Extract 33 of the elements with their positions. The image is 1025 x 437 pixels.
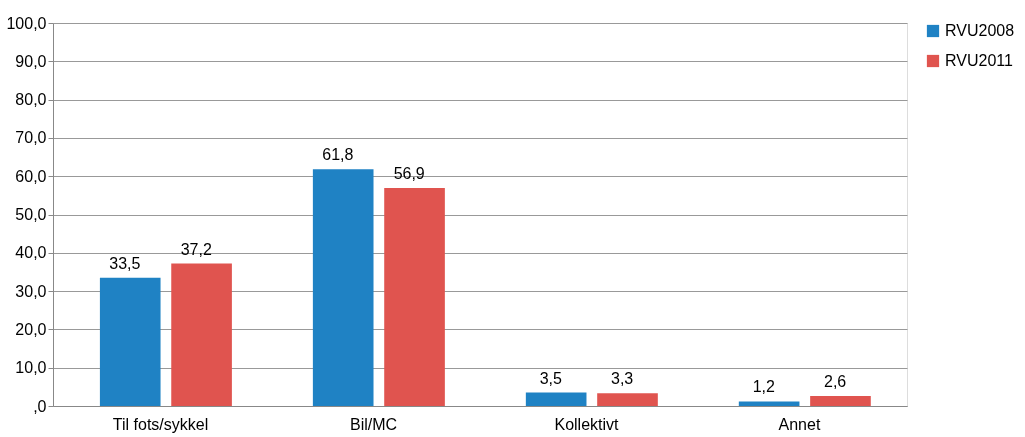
data-label: 1,2 xyxy=(752,378,775,396)
x-tick-label: Annet xyxy=(778,415,821,433)
bar xyxy=(99,277,161,406)
y-tick-label: 60,0 xyxy=(15,167,47,185)
legend-label: RVU2008 xyxy=(945,22,1015,39)
data-label: 56,9 xyxy=(393,165,425,183)
x-tick-label: Bil/MC xyxy=(349,415,398,433)
data-label: 3,3 xyxy=(611,370,634,388)
y-tick-label: 50,0 xyxy=(15,206,47,223)
data-label: 33,5 xyxy=(109,254,141,272)
bar xyxy=(384,188,445,406)
y-tick-label: 30,0 xyxy=(15,282,47,300)
data-label: 37,2 xyxy=(180,240,212,258)
y-tick-label: 80,0 xyxy=(15,91,47,109)
bar xyxy=(810,396,871,406)
y-tick-label: 20,0 xyxy=(15,320,47,338)
x-tick-label: Til fots/sykkel xyxy=(112,415,209,433)
bar xyxy=(597,393,658,406)
y-tick-label: 10,0 xyxy=(15,359,47,377)
bar xyxy=(738,401,800,406)
x-tick-label: Kollektivt xyxy=(554,415,620,433)
bar xyxy=(525,392,587,406)
y-tick-label: 90,0 xyxy=(15,52,47,70)
y-tick-label: 100,0 xyxy=(6,14,47,32)
y-tick-label: 40,0 xyxy=(15,244,47,262)
bar xyxy=(312,169,374,406)
data-label: 2,6 xyxy=(824,373,847,391)
bar xyxy=(171,263,232,406)
legend-label: RVU2011 xyxy=(945,52,1013,69)
data-label: 3,5 xyxy=(539,369,563,387)
y-tick-label: 70,0 xyxy=(15,129,47,147)
data-label: 61,8 xyxy=(322,146,354,164)
y-tick-label: ,0 xyxy=(33,397,47,415)
